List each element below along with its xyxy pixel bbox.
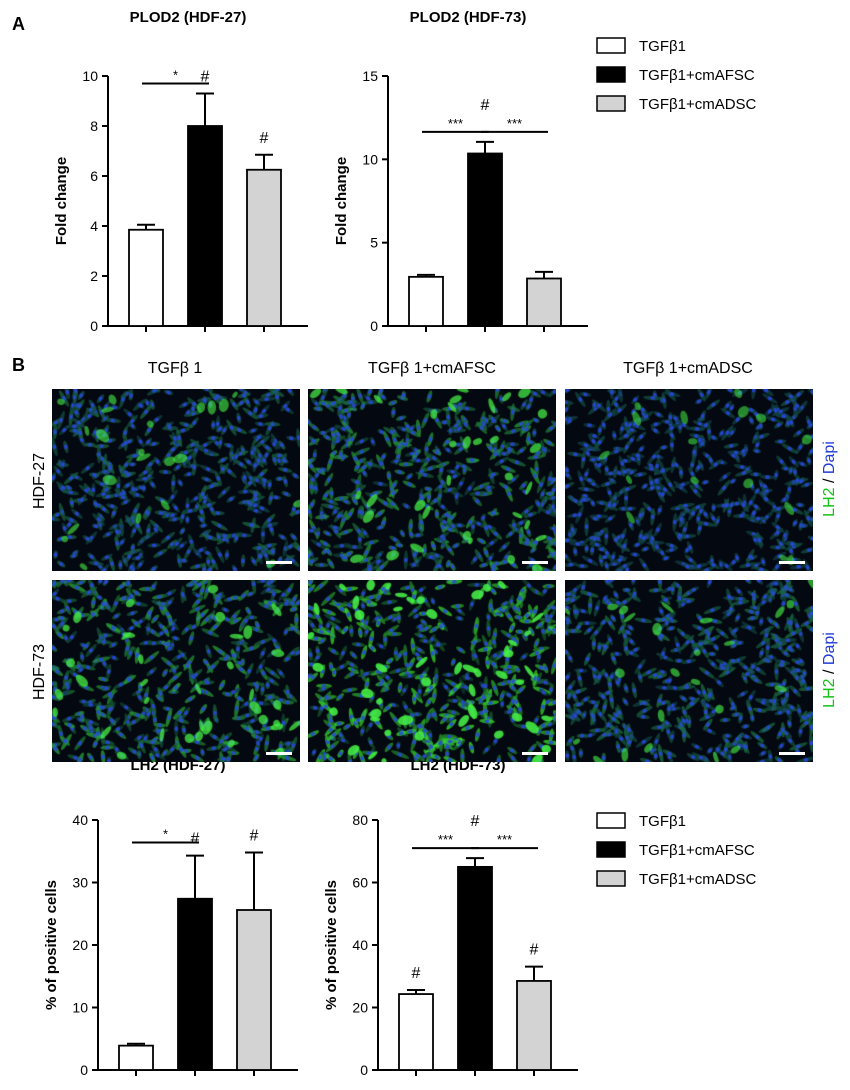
chart-lh2-hdf27: LH2 (HDF-27)% of positive cells010203040… xyxy=(43,757,298,1078)
y-tick-label: 60 xyxy=(352,875,368,891)
y-tick-label: 0 xyxy=(370,318,378,334)
y-tick-label: 80 xyxy=(352,812,368,828)
y-axis-label: % of positive cells xyxy=(43,880,60,1010)
bar xyxy=(187,125,223,327)
significance-mark: # xyxy=(530,942,539,959)
stain-lh2: LH2 xyxy=(821,487,838,517)
bar xyxy=(118,1044,154,1071)
y-tick-label: 10 xyxy=(72,1000,88,1016)
y-tick-label: 20 xyxy=(352,1000,368,1016)
bracket-label: *** xyxy=(438,832,453,847)
legend-label: TGFβ1+cmADSC xyxy=(639,871,757,888)
scale-bar xyxy=(779,752,805,755)
legend-bottom: TGFβ1 TGFβ1+cmAFSC TGFβ1+cmADSC xyxy=(596,812,757,888)
y-tick-label: 6 xyxy=(90,168,98,184)
bar xyxy=(408,275,444,327)
panel-letter-a: A xyxy=(12,14,25,34)
bracket-label: *** xyxy=(507,116,522,131)
stain-dapi: Dapi xyxy=(821,441,838,475)
y-tick-label: 40 xyxy=(72,812,88,828)
bar xyxy=(526,277,562,327)
stain-label-row2: LH2 / Dapi xyxy=(821,605,839,735)
significance-mark: # xyxy=(201,69,210,86)
bracket-label: * xyxy=(173,68,178,83)
bracket-label: * xyxy=(163,827,168,842)
y-axis-label: % of positive cells xyxy=(323,880,340,1010)
scale-bar xyxy=(266,561,292,564)
row-label-hdf73: HDF-73 xyxy=(31,644,48,701)
legend-label: TGFβ1+cmAFSC xyxy=(639,67,755,84)
micrograph-hdf27-cmadsc xyxy=(565,389,813,571)
scale-bar xyxy=(522,752,548,755)
significance-mark: # xyxy=(250,828,259,845)
row-label-hdf27: HDF-27 xyxy=(31,453,48,510)
legend-label: TGFβ1 xyxy=(639,38,686,55)
legend-label: TGFβ1+cmAFSC xyxy=(639,842,755,859)
y-tick-label: 20 xyxy=(72,937,88,953)
bar xyxy=(516,980,552,1071)
bar xyxy=(246,168,282,327)
significance-mark: # xyxy=(260,130,269,147)
y-axis-label: Fold change xyxy=(53,157,70,245)
scale-bar xyxy=(522,561,548,564)
stain-label-row1: LH2 / Dapi xyxy=(821,414,839,544)
column-label-tgfb1: TGFβ 1 xyxy=(147,360,203,377)
y-tick-label: 10 xyxy=(362,151,378,167)
micrograph-hdf27-cmafsc xyxy=(308,389,556,571)
scale-bar xyxy=(266,752,292,755)
legend-swatch xyxy=(596,812,626,829)
significance-mark: # xyxy=(412,965,421,982)
micrograph-hdf27-tgfb1 xyxy=(52,389,300,571)
y-tick-label: 8 xyxy=(90,118,98,134)
significance-mark: # xyxy=(481,97,490,114)
chart-plod2-hdf27: PLOD2 (HDF-27) Fold change 0 2 4 6 8 10 # # * xyxy=(53,9,308,334)
micrograph-hdf73-cmafsc xyxy=(308,580,556,762)
chart-lh2-hdf73: LH2 (HDF-73)% of positive cells020406080… xyxy=(323,757,578,1078)
y-tick-label: 0 xyxy=(360,1062,368,1078)
scale-bar xyxy=(779,561,805,564)
legend-top: TGFβ1 TGFβ1+cmAFSC TGFβ1+cmADSC xyxy=(596,37,757,113)
bar xyxy=(398,993,434,1071)
y-tick-label: 0 xyxy=(80,1062,88,1078)
legend-swatch xyxy=(596,37,626,54)
stain-separator: / xyxy=(821,665,838,679)
y-tick-label: 4 xyxy=(90,218,98,234)
micrograph-hdf73-cmadsc xyxy=(565,580,813,762)
legend-swatch xyxy=(596,841,626,858)
legend-swatch xyxy=(596,870,626,887)
column-label-tgfb1-cmafsc: TGFβ 1+cmAFSC xyxy=(368,360,496,377)
chart-title: PLOD2 (HDF-27) xyxy=(130,9,247,26)
y-tick-label: 30 xyxy=(72,875,88,891)
stain-dapi: Dapi xyxy=(821,632,838,666)
y-tick-label: 0 xyxy=(90,318,98,334)
stain-lh2: LH2 xyxy=(821,678,838,708)
chart-title: PLOD2 (HDF-73) xyxy=(410,9,527,26)
bar xyxy=(467,152,503,327)
y-tick-label: 2 xyxy=(90,268,98,284)
y-tick-label: 10 xyxy=(82,68,98,84)
bar xyxy=(236,909,272,1071)
chart-plod2-hdf73: PLOD2 (HDF-73) Fold change 0 5 10 15 *** *** # xyxy=(333,9,588,334)
legend-label: TGFβ1 xyxy=(639,813,686,830)
bar xyxy=(457,865,493,1071)
significance-mark: # xyxy=(191,831,200,848)
y-tick-label: 15 xyxy=(362,68,378,84)
legend-label: TGFβ1+cmADSC xyxy=(639,96,757,113)
bracket-label: *** xyxy=(448,116,463,131)
bar xyxy=(177,897,213,1071)
column-label-tgfb1-cmadsc: TGFβ 1+cmADSC xyxy=(623,360,753,377)
y-axis-label: Fold change xyxy=(333,157,350,245)
legend-swatch xyxy=(596,95,626,112)
y-tick-label: 5 xyxy=(370,235,378,251)
legend-swatch xyxy=(596,66,626,83)
panel-letter-b: B xyxy=(12,355,25,375)
significance-mark: # xyxy=(471,813,480,830)
y-tick-label: 40 xyxy=(352,937,368,953)
micrograph-hdf73-tgfb1 xyxy=(52,580,300,762)
stain-separator: / xyxy=(821,474,838,488)
bar xyxy=(128,228,164,327)
bracket-label: *** xyxy=(497,832,512,847)
